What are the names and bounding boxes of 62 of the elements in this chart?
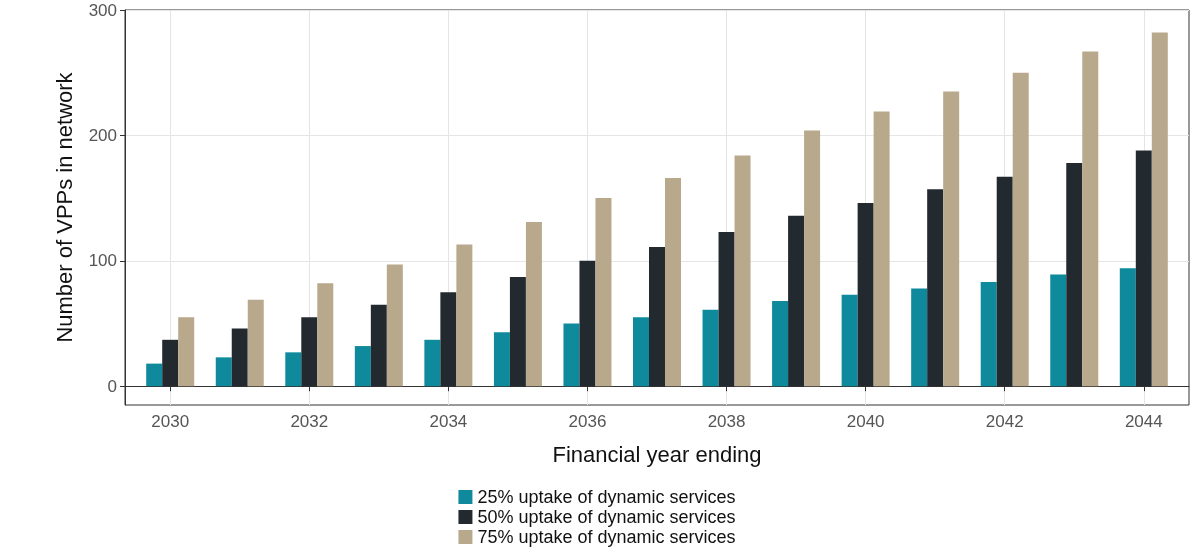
x-tick-label: 2036 <box>568 412 607 431</box>
bar <box>285 352 302 387</box>
bar <box>841 294 858 387</box>
bar <box>857 203 874 387</box>
y-tick-label: 0 <box>107 376 117 396</box>
bar <box>595 198 612 387</box>
bar <box>1119 268 1136 387</box>
bar <box>247 299 264 387</box>
x-tick-label: 2038 <box>707 412 746 431</box>
x-tick-label: 2034 <box>429 412 468 431</box>
bar <box>943 91 960 387</box>
bar <box>1012 72 1029 387</box>
bar <box>178 317 195 387</box>
x-tick-label: 2030 <box>151 412 190 431</box>
bar <box>456 244 473 387</box>
x-tick-label: 2044 <box>1124 412 1163 431</box>
bar <box>493 332 510 387</box>
y-tick-label: 300 <box>88 0 117 20</box>
x-axis-title: Financial year ending <box>552 441 762 467</box>
bar <box>927 189 944 387</box>
bar <box>788 215 805 387</box>
bar <box>386 264 403 387</box>
bar <box>734 155 751 387</box>
bar <box>525 221 542 387</box>
legend-label: 25% uptake of dynamic services <box>477 487 736 507</box>
bar <box>1151 32 1168 387</box>
bar <box>563 323 580 387</box>
bar <box>772 300 789 387</box>
bar <box>440 292 457 387</box>
bar <box>718 231 735 387</box>
bar <box>1082 51 1099 387</box>
bar <box>354 346 371 387</box>
bar <box>665 178 681 387</box>
bar <box>1066 162 1083 387</box>
bar <box>301 317 318 387</box>
x-tick-label: 2042 <box>985 412 1024 431</box>
bar <box>649 247 665 387</box>
bar <box>1050 274 1067 387</box>
x-tick-label: 2040 <box>846 412 885 431</box>
bar <box>702 309 719 387</box>
bar <box>509 277 526 387</box>
bar <box>370 304 387 387</box>
bar <box>231 328 248 387</box>
bar <box>996 176 1013 387</box>
bar <box>317 283 334 387</box>
bar <box>424 339 441 387</box>
bar <box>162 339 179 387</box>
bar <box>1135 150 1152 387</box>
bar <box>579 260 596 387</box>
bar <box>911 288 928 387</box>
x-tick-label: 2032 <box>290 412 329 431</box>
bar <box>980 282 997 387</box>
y-tick-label: 200 <box>88 125 117 145</box>
bar <box>146 363 163 387</box>
y-tick-label: 100 <box>88 251 117 271</box>
legend-label: 50% uptake of dynamic services <box>477 507 736 527</box>
bar <box>804 130 821 387</box>
legend-label: 75% uptake of dynamic services <box>477 527 736 547</box>
y-axis-title: Number of VPPs in network <box>51 71 77 343</box>
bar <box>215 357 232 387</box>
bar <box>873 111 890 387</box>
bar <box>633 317 649 387</box>
